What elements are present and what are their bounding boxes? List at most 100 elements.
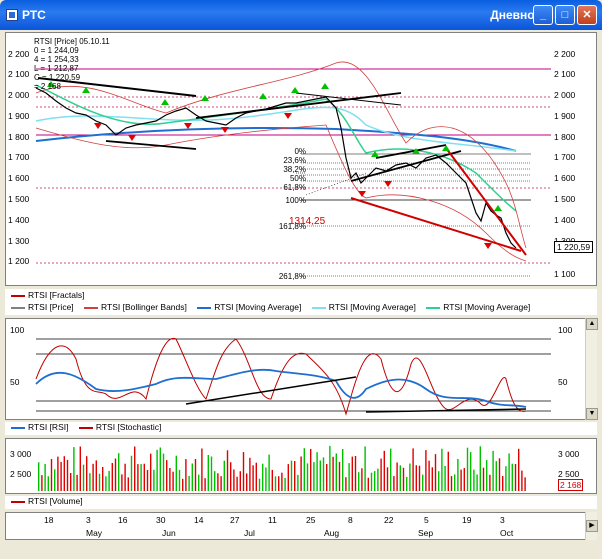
volume-bar <box>98 473 101 491</box>
scroll-right-button[interactable]: ▶ <box>586 520 598 532</box>
volume-bar <box>409 463 411 491</box>
fib-value: 1314,25 <box>289 216 326 227</box>
y-tick: 1 400 <box>8 215 30 225</box>
volume-bar <box>367 477 369 491</box>
volume-bar <box>220 476 222 491</box>
volume-bar <box>476 474 478 491</box>
volume-bar <box>214 471 216 491</box>
minimize-button[interactable]: _ <box>533 5 553 25</box>
ma-blue <box>35 126 517 152</box>
volume-bar <box>383 450 385 491</box>
date-day: 5 <box>424 515 429 525</box>
volume-bar <box>242 452 245 491</box>
volume-bar <box>198 474 200 491</box>
legend-item: RTSI [Price] <box>11 301 74 313</box>
volume-bar <box>143 463 145 491</box>
trend-line <box>295 92 402 106</box>
volume-bar <box>210 456 213 491</box>
volume-bar <box>441 448 443 491</box>
volume-bar <box>518 448 520 491</box>
volume-bar <box>473 469 475 491</box>
legend-item: RTSI [Volume] <box>11 496 83 506</box>
volume-bar <box>370 472 373 491</box>
scroll-up-button[interactable]: ▲ <box>586 318 598 330</box>
volume-bar <box>450 476 453 491</box>
y-tick: 1 300 <box>8 236 30 246</box>
volume-bar <box>463 468 465 491</box>
volume-bar <box>265 467 267 491</box>
close-button[interactable]: ✕ <box>577 5 597 25</box>
volume-bar <box>175 455 177 491</box>
volume-bar <box>66 459 69 491</box>
volume-bar <box>313 462 315 491</box>
volume-bar <box>255 462 257 491</box>
trend-line <box>350 150 462 182</box>
y-tick: 1 500 <box>554 194 576 204</box>
y-tick: 100 <box>558 325 573 335</box>
volume-bar <box>236 476 238 491</box>
oscillator-panel[interactable]: 100 50 100 50 <box>5 318 597 420</box>
oscillator-chart <box>35 337 551 416</box>
volume-bar <box>348 463 350 491</box>
info-line: 0 = 1 244,09 <box>34 46 79 55</box>
volume-bar <box>505 466 507 491</box>
fib-label: 261,8% <box>278 272 306 281</box>
info-line: RTSI [Price] 05.10.11 <box>34 37 110 46</box>
volume-bar <box>111 463 113 491</box>
y-tick: 1 500 <box>8 194 30 204</box>
volume-bar <box>447 451 449 491</box>
title-bar: РТС Дневной _ □ ✕ <box>0 0 602 30</box>
date-scrollbar[interactable]: ▶ <box>585 512 598 540</box>
scroll-down-button[interactable]: ▼ <box>586 408 598 420</box>
volume-bar <box>89 473 91 491</box>
date-day: 27 <box>230 515 240 525</box>
volume-bar <box>79 446 81 491</box>
volume-bar <box>457 459 459 491</box>
volume-bar <box>95 460 97 491</box>
fib-label: 23,6% <box>283 156 306 165</box>
volume-bar <box>316 452 318 491</box>
volume-bar <box>159 447 161 491</box>
volume-bar <box>130 455 133 491</box>
price-chart-panel[interactable]: RTSI [Price] 05.10.11 0 = 1 244,09 4 = 1… <box>5 32 597 286</box>
volume-bar <box>124 463 126 491</box>
fib-label: 50% <box>289 174 306 183</box>
price-chart <box>35 61 551 277</box>
volume-panel[interactable]: 3 000 2 500 3 000 2 500 2 168 <box>5 438 597 494</box>
bollinger-lower <box>35 124 527 262</box>
trend-line <box>195 92 402 119</box>
volume-bar <box>191 463 193 491</box>
y-tick: 50 <box>558 377 568 387</box>
volume-bar <box>332 456 334 491</box>
volume-bar <box>390 448 392 491</box>
date-axis: 18 3 16 30 14 27 11 25 8 22 5 19 3 May J… <box>5 512 597 540</box>
volume-bar <box>150 453 152 491</box>
volume-bar <box>252 465 254 491</box>
volume-bar <box>351 456 353 491</box>
volume-bar <box>44 463 46 491</box>
status-bar <box>0 549 602 559</box>
app-icon <box>6 9 18 21</box>
period-label[interactable]: Дневной <box>490 8 542 22</box>
date-day: 16 <box>118 515 128 525</box>
volume-bar <box>310 448 312 491</box>
volume-bar <box>73 447 75 491</box>
volume-bar <box>274 476 277 491</box>
maximize-button[interactable]: □ <box>555 5 575 25</box>
y-tick: 1 800 <box>8 132 30 142</box>
date-month: Sep <box>418 528 434 538</box>
fib-guide <box>305 172 367 196</box>
volume-bar <box>162 453 165 491</box>
volume-bar <box>287 464 289 491</box>
oscillator-scrollbar[interactable]: ▲ ▼ <box>585 318 598 420</box>
fib-label: 0% <box>294 147 306 156</box>
volume-bar <box>217 473 219 491</box>
y-tick: 1 600 <box>554 173 576 183</box>
legend-item: RTSI [Moving Average] <box>426 301 530 313</box>
trend-line <box>105 140 197 150</box>
volume-bar <box>207 455 209 491</box>
legend-item: RTSI [Stochastic] <box>78 422 161 432</box>
volume-bar <box>396 462 398 491</box>
date-month: Oct <box>500 528 514 538</box>
volume-bar <box>326 464 328 491</box>
